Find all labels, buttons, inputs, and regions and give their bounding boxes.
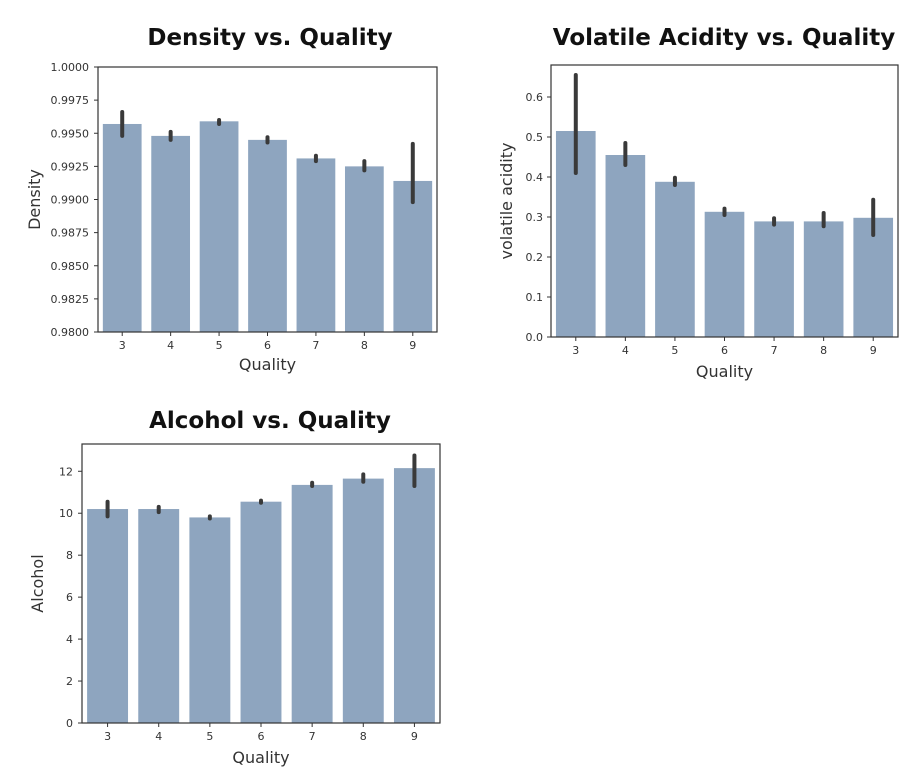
x-tick-label: 8 — [360, 730, 367, 743]
x-tick-label: 8 — [820, 344, 827, 357]
chart-title: Alcohol vs. Quality — [149, 408, 391, 434]
y-tick-label: 0.9925 — [51, 160, 90, 173]
y-tick-label: 8 — [66, 549, 73, 562]
y-tick-label: 12 — [59, 465, 73, 478]
x-tick-label: 3 — [572, 344, 579, 357]
bar-quality-3 — [102, 123, 142, 332]
x-tick-label: 3 — [104, 730, 111, 743]
bar-quality-8 — [344, 166, 384, 332]
y-tick-label: 6 — [66, 591, 73, 604]
x-axis-label: Quality — [239, 355, 296, 374]
bar-quality-7 — [291, 484, 333, 723]
y-tick-label: 2 — [66, 675, 73, 688]
bar-quality-5 — [189, 517, 231, 723]
bar-quality-8 — [342, 478, 384, 723]
x-tick-label: 9 — [409, 339, 416, 352]
bar-quality-5 — [655, 181, 695, 337]
x-tick-label: 8 — [361, 339, 368, 352]
y-axis-label: Density — [25, 169, 44, 230]
x-tick-label: 7 — [312, 339, 319, 352]
y-tick-label: 1.0000 — [51, 61, 90, 74]
y-tick-label: 0.2 — [526, 251, 544, 264]
y-axis-label: volatile acidity — [497, 143, 516, 260]
x-tick-label: 4 — [167, 339, 174, 352]
y-tick-label: 0.3 — [526, 211, 544, 224]
bar-quality-9 — [393, 468, 435, 723]
y-tick-label: 0.9800 — [51, 326, 90, 339]
x-tick-label: 6 — [264, 339, 271, 352]
bar-quality-9 — [853, 217, 894, 337]
y-tick-label: 0.6 — [526, 91, 544, 104]
y-tick-label: 0.4 — [526, 171, 544, 184]
chart-title: Density vs. Quality — [147, 25, 392, 51]
y-tick-label: 0.9975 — [51, 94, 90, 107]
x-tick-label: 9 — [870, 344, 877, 357]
bar-quality-6 — [704, 211, 745, 337]
x-tick-label: 5 — [216, 339, 223, 352]
bar-quality-3 — [87, 509, 129, 723]
x-tick-label: 3 — [119, 339, 126, 352]
bar-quality-8 — [803, 221, 844, 337]
bar-quality-7 — [296, 158, 336, 332]
bar-quality-9 — [393, 180, 433, 332]
y-tick-label: 4 — [66, 633, 73, 646]
chart-3: Alcohol vs. Quality 0 2 4 6 8 10 12 3 4 5 6 7 8 9 Quali… — [28, 408, 441, 767]
y-tick-label: 0.9950 — [51, 127, 90, 140]
x-tick-label: 5 — [206, 730, 213, 743]
y-tick-label: 0 — [66, 717, 73, 730]
bar-quality-4 — [138, 509, 180, 723]
x-axis-label: Quality — [696, 362, 753, 381]
chart-title: Volatile Acidity vs. Quality — [553, 25, 895, 51]
x-axis-label: Quality — [232, 748, 289, 767]
y-tick-label: 0.9825 — [51, 293, 90, 306]
x-tick-label: 7 — [771, 344, 778, 357]
y-tick-label: 0.9900 — [51, 194, 90, 207]
x-tick-label: 5 — [671, 344, 678, 357]
bar-quality-4 — [151, 135, 191, 332]
y-tick-label: 0.1 — [526, 291, 544, 304]
chart-2: Volatile Acidity vs. Quality 0.0 0.1 0.2 0.3… — [497, 25, 899, 381]
y-tick-label: 0.0 — [526, 331, 544, 344]
bar-quality-4 — [605, 155, 646, 337]
y-tick-label: 10 — [59, 507, 73, 520]
x-tick-label: 4 — [155, 730, 162, 743]
bar-quality-7 — [754, 221, 794, 337]
y-tick-label: 0.5 — [526, 131, 544, 144]
y-tick-label: 0.9875 — [51, 227, 90, 240]
x-tick-label: 6 — [721, 344, 728, 357]
x-tick-label: 6 — [258, 730, 265, 743]
bar-quality-6 — [248, 139, 287, 332]
x-tick-label: 7 — [309, 730, 316, 743]
x-tick-label: 9 — [411, 730, 418, 743]
chart-1: Density vs. Quality 0.9800 0.9825 0.9850 0.9… — [25, 25, 438, 374]
x-tick-label: 4 — [622, 344, 629, 357]
bar-quality-6 — [240, 501, 282, 723]
y-axis-label: Alcohol — [28, 554, 47, 612]
bar-quality-5 — [199, 121, 239, 332]
y-tick-label: 0.9850 — [51, 260, 90, 273]
